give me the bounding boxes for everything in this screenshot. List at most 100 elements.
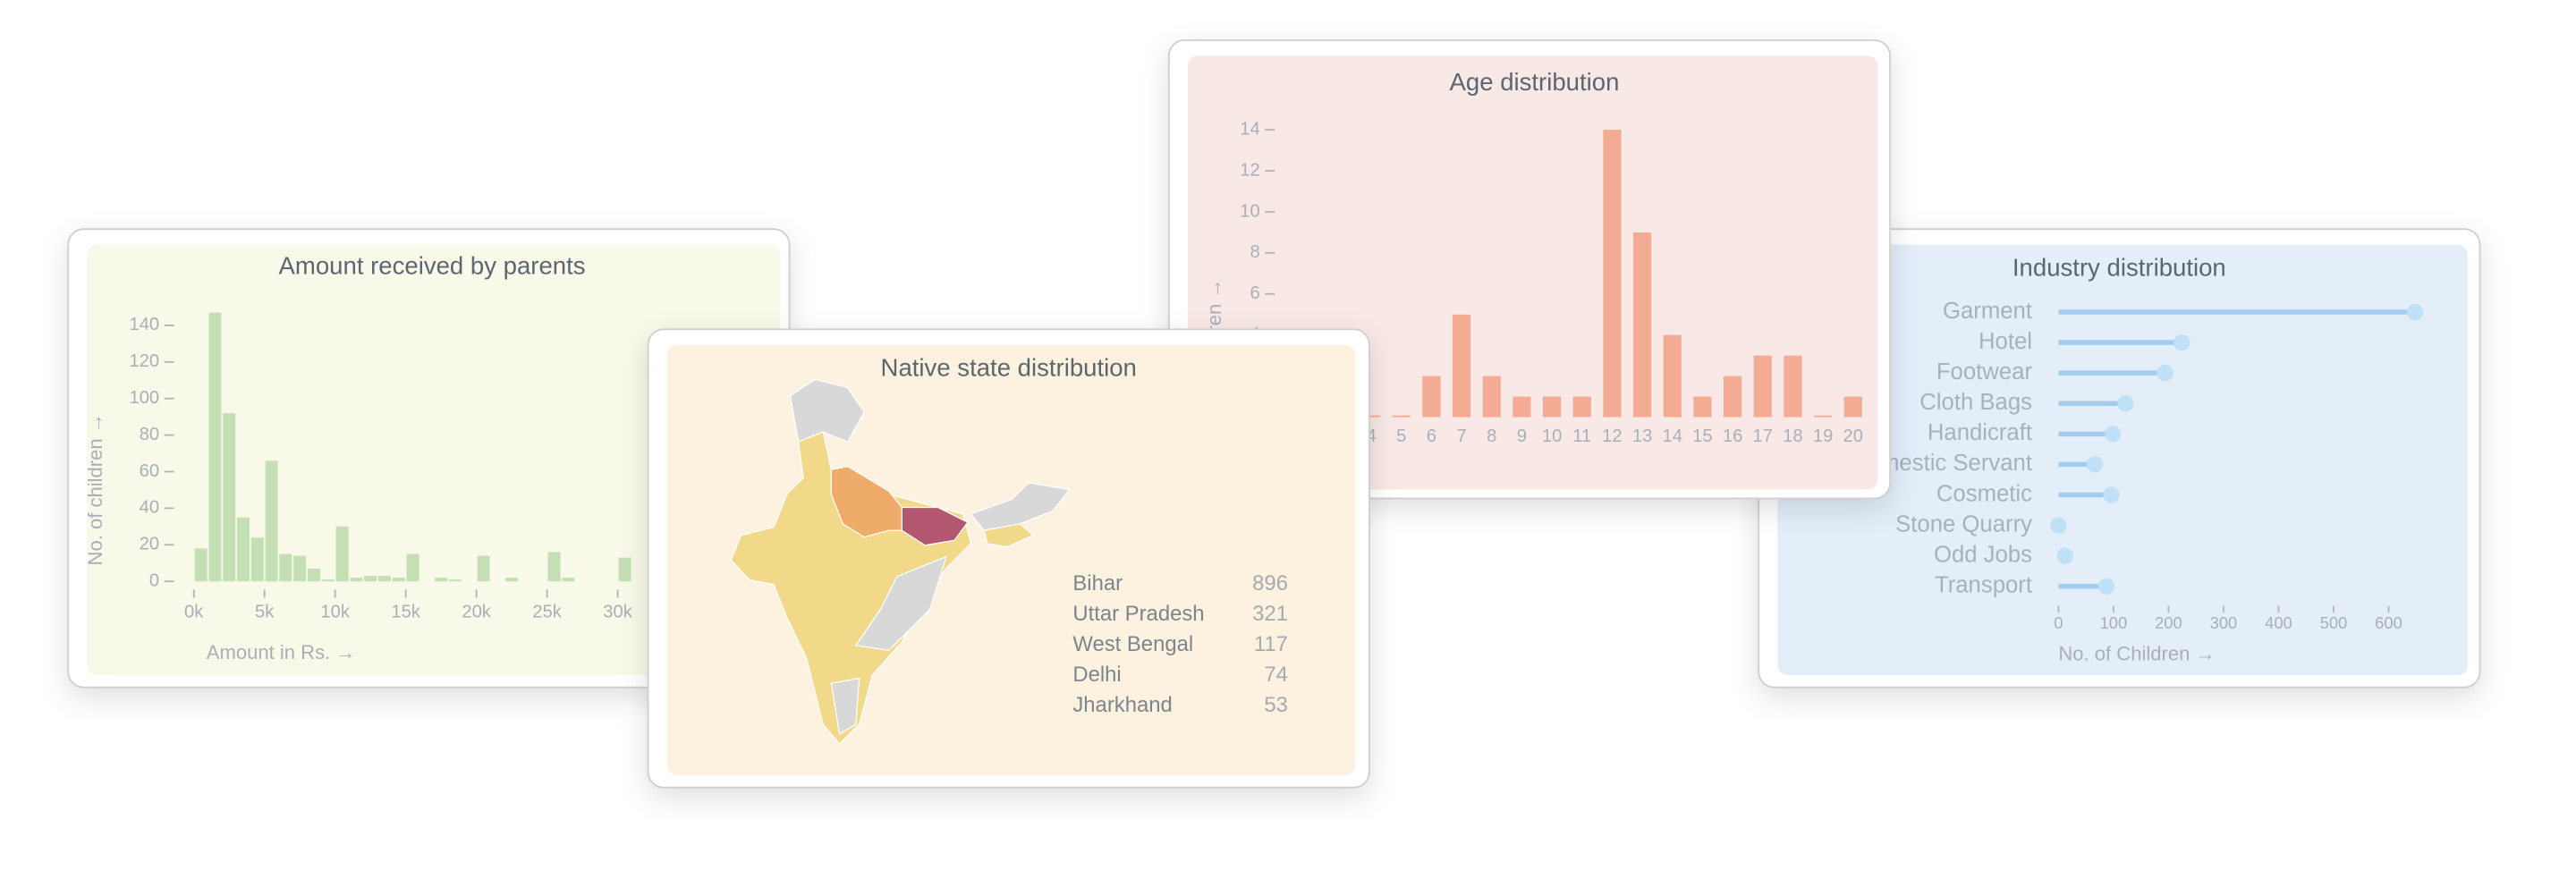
region xyxy=(830,677,860,736)
category-label: Handicraft xyxy=(1928,420,2032,445)
bar xyxy=(364,576,377,582)
bar xyxy=(1361,415,1381,418)
bar xyxy=(250,537,264,582)
category-label: Transport xyxy=(1935,573,2032,598)
state-value: 53 xyxy=(1264,693,1288,717)
x-tick-label: 25k xyxy=(532,602,562,621)
state-value: 321 xyxy=(1252,602,1288,626)
state-region xyxy=(830,465,902,538)
bar xyxy=(435,578,448,582)
bar xyxy=(1572,396,1591,418)
bar xyxy=(194,548,208,582)
chart-title: Amount received by parents xyxy=(279,252,586,280)
industry-chart: Industry distribution No. of Children → … xyxy=(1777,244,2468,675)
x-tick-label: 10k xyxy=(320,602,350,621)
bar xyxy=(1813,415,1833,418)
category-label: Cosmetic xyxy=(1936,481,2032,506)
y-axis-label: No. of children → xyxy=(84,413,106,565)
x-tick-label: 6 xyxy=(1427,427,1436,446)
category-label: Footwear xyxy=(1936,359,2033,384)
x-tick-label: 30k xyxy=(603,602,632,621)
bar xyxy=(1513,396,1531,418)
x-axis-label: No. of Children → xyxy=(2058,643,2215,665)
lollipop-head xyxy=(2097,578,2115,595)
bar xyxy=(377,576,391,582)
bar xyxy=(1542,396,1562,418)
bar xyxy=(406,553,419,582)
x-tick-label: 20k xyxy=(462,602,491,621)
x-tick-label: 0k xyxy=(184,602,204,621)
lollipop-head xyxy=(2117,395,2134,412)
bar xyxy=(321,579,335,582)
x-tick-label: 5 xyxy=(1396,427,1406,446)
y-tick-label: 12 xyxy=(1240,160,1259,180)
lollipop-head xyxy=(2103,486,2120,503)
x-tick-label: 15 xyxy=(1692,427,1712,446)
bar xyxy=(1784,355,1802,418)
bar xyxy=(293,555,307,582)
x-tick-label: 0 xyxy=(2054,613,2063,632)
bar xyxy=(562,578,575,582)
bar xyxy=(1482,376,1501,418)
lollipop-head xyxy=(2105,426,2122,443)
bar xyxy=(1422,376,1441,418)
chart-title: Industry distribution xyxy=(2012,254,2226,282)
bar xyxy=(1603,130,1622,418)
category-label: Hotel xyxy=(1979,329,2032,354)
y-tick-label: 140 xyxy=(129,315,159,334)
x-tick-label: 5k xyxy=(255,602,275,621)
bar xyxy=(350,578,363,582)
bar xyxy=(1632,232,1652,418)
bar xyxy=(448,579,462,582)
x-tick-label: 200 xyxy=(2155,613,2182,632)
x-tick-label: 19 xyxy=(1813,427,1833,446)
x-tick-label: 15k xyxy=(391,602,420,621)
bar xyxy=(1753,355,1772,418)
bar xyxy=(1452,314,1471,418)
y-tick-label: 6 xyxy=(1250,283,1260,303)
state-name: Delhi xyxy=(1072,663,1121,687)
bar xyxy=(223,413,236,582)
category-label: Garment xyxy=(1943,299,2032,324)
y-tick-label: 20 xyxy=(140,535,159,554)
bar xyxy=(308,568,320,582)
y-tick-label: 80 xyxy=(140,425,159,444)
x-tick-label: 100 xyxy=(2100,613,2128,632)
state-name: Uttar Pradesh xyxy=(1072,602,1204,626)
panel xyxy=(1777,244,2468,675)
state-name: West Bengal xyxy=(1072,632,1193,656)
state-value: 117 xyxy=(1254,632,1288,656)
y-tick-label: 40 xyxy=(140,498,159,518)
lollipop-head xyxy=(2050,517,2067,534)
region xyxy=(983,523,1035,548)
x-tick-label: 11 xyxy=(1572,427,1591,446)
bar xyxy=(505,578,519,582)
x-axis-label: Amount in Rs. → xyxy=(207,641,356,663)
y-tick-label: 8 xyxy=(1250,242,1260,262)
lollipop-head xyxy=(2173,334,2190,351)
bar xyxy=(265,460,278,582)
x-tick-label: 7 xyxy=(1456,427,1466,446)
bar xyxy=(1723,376,1742,418)
state-name: Jharkhand xyxy=(1072,693,1172,717)
x-tick-label: 400 xyxy=(2265,613,2292,632)
native-state-card: Native state distribution Bihar 896 Uttar … xyxy=(647,328,1370,789)
lollipop-head xyxy=(2157,364,2174,382)
lollipop-head xyxy=(2086,456,2104,473)
x-tick-label: 18 xyxy=(1783,427,1802,446)
bar xyxy=(547,552,561,582)
bar xyxy=(237,517,250,582)
bar xyxy=(1392,415,1411,418)
x-tick-label: 14 xyxy=(1663,427,1682,446)
x-tick-label: 9 xyxy=(1517,427,1527,446)
state-value: 896 xyxy=(1252,571,1288,596)
industry-card: Industry distribution No. of Children → … xyxy=(1758,228,2481,688)
bar xyxy=(1693,396,1712,418)
y-tick-label: 120 xyxy=(129,351,159,371)
bar xyxy=(1843,396,1862,418)
x-tick-label: 300 xyxy=(2210,613,2238,632)
x-tick-label: 4 xyxy=(1366,427,1376,446)
x-tick-label: 20 xyxy=(1843,427,1863,446)
